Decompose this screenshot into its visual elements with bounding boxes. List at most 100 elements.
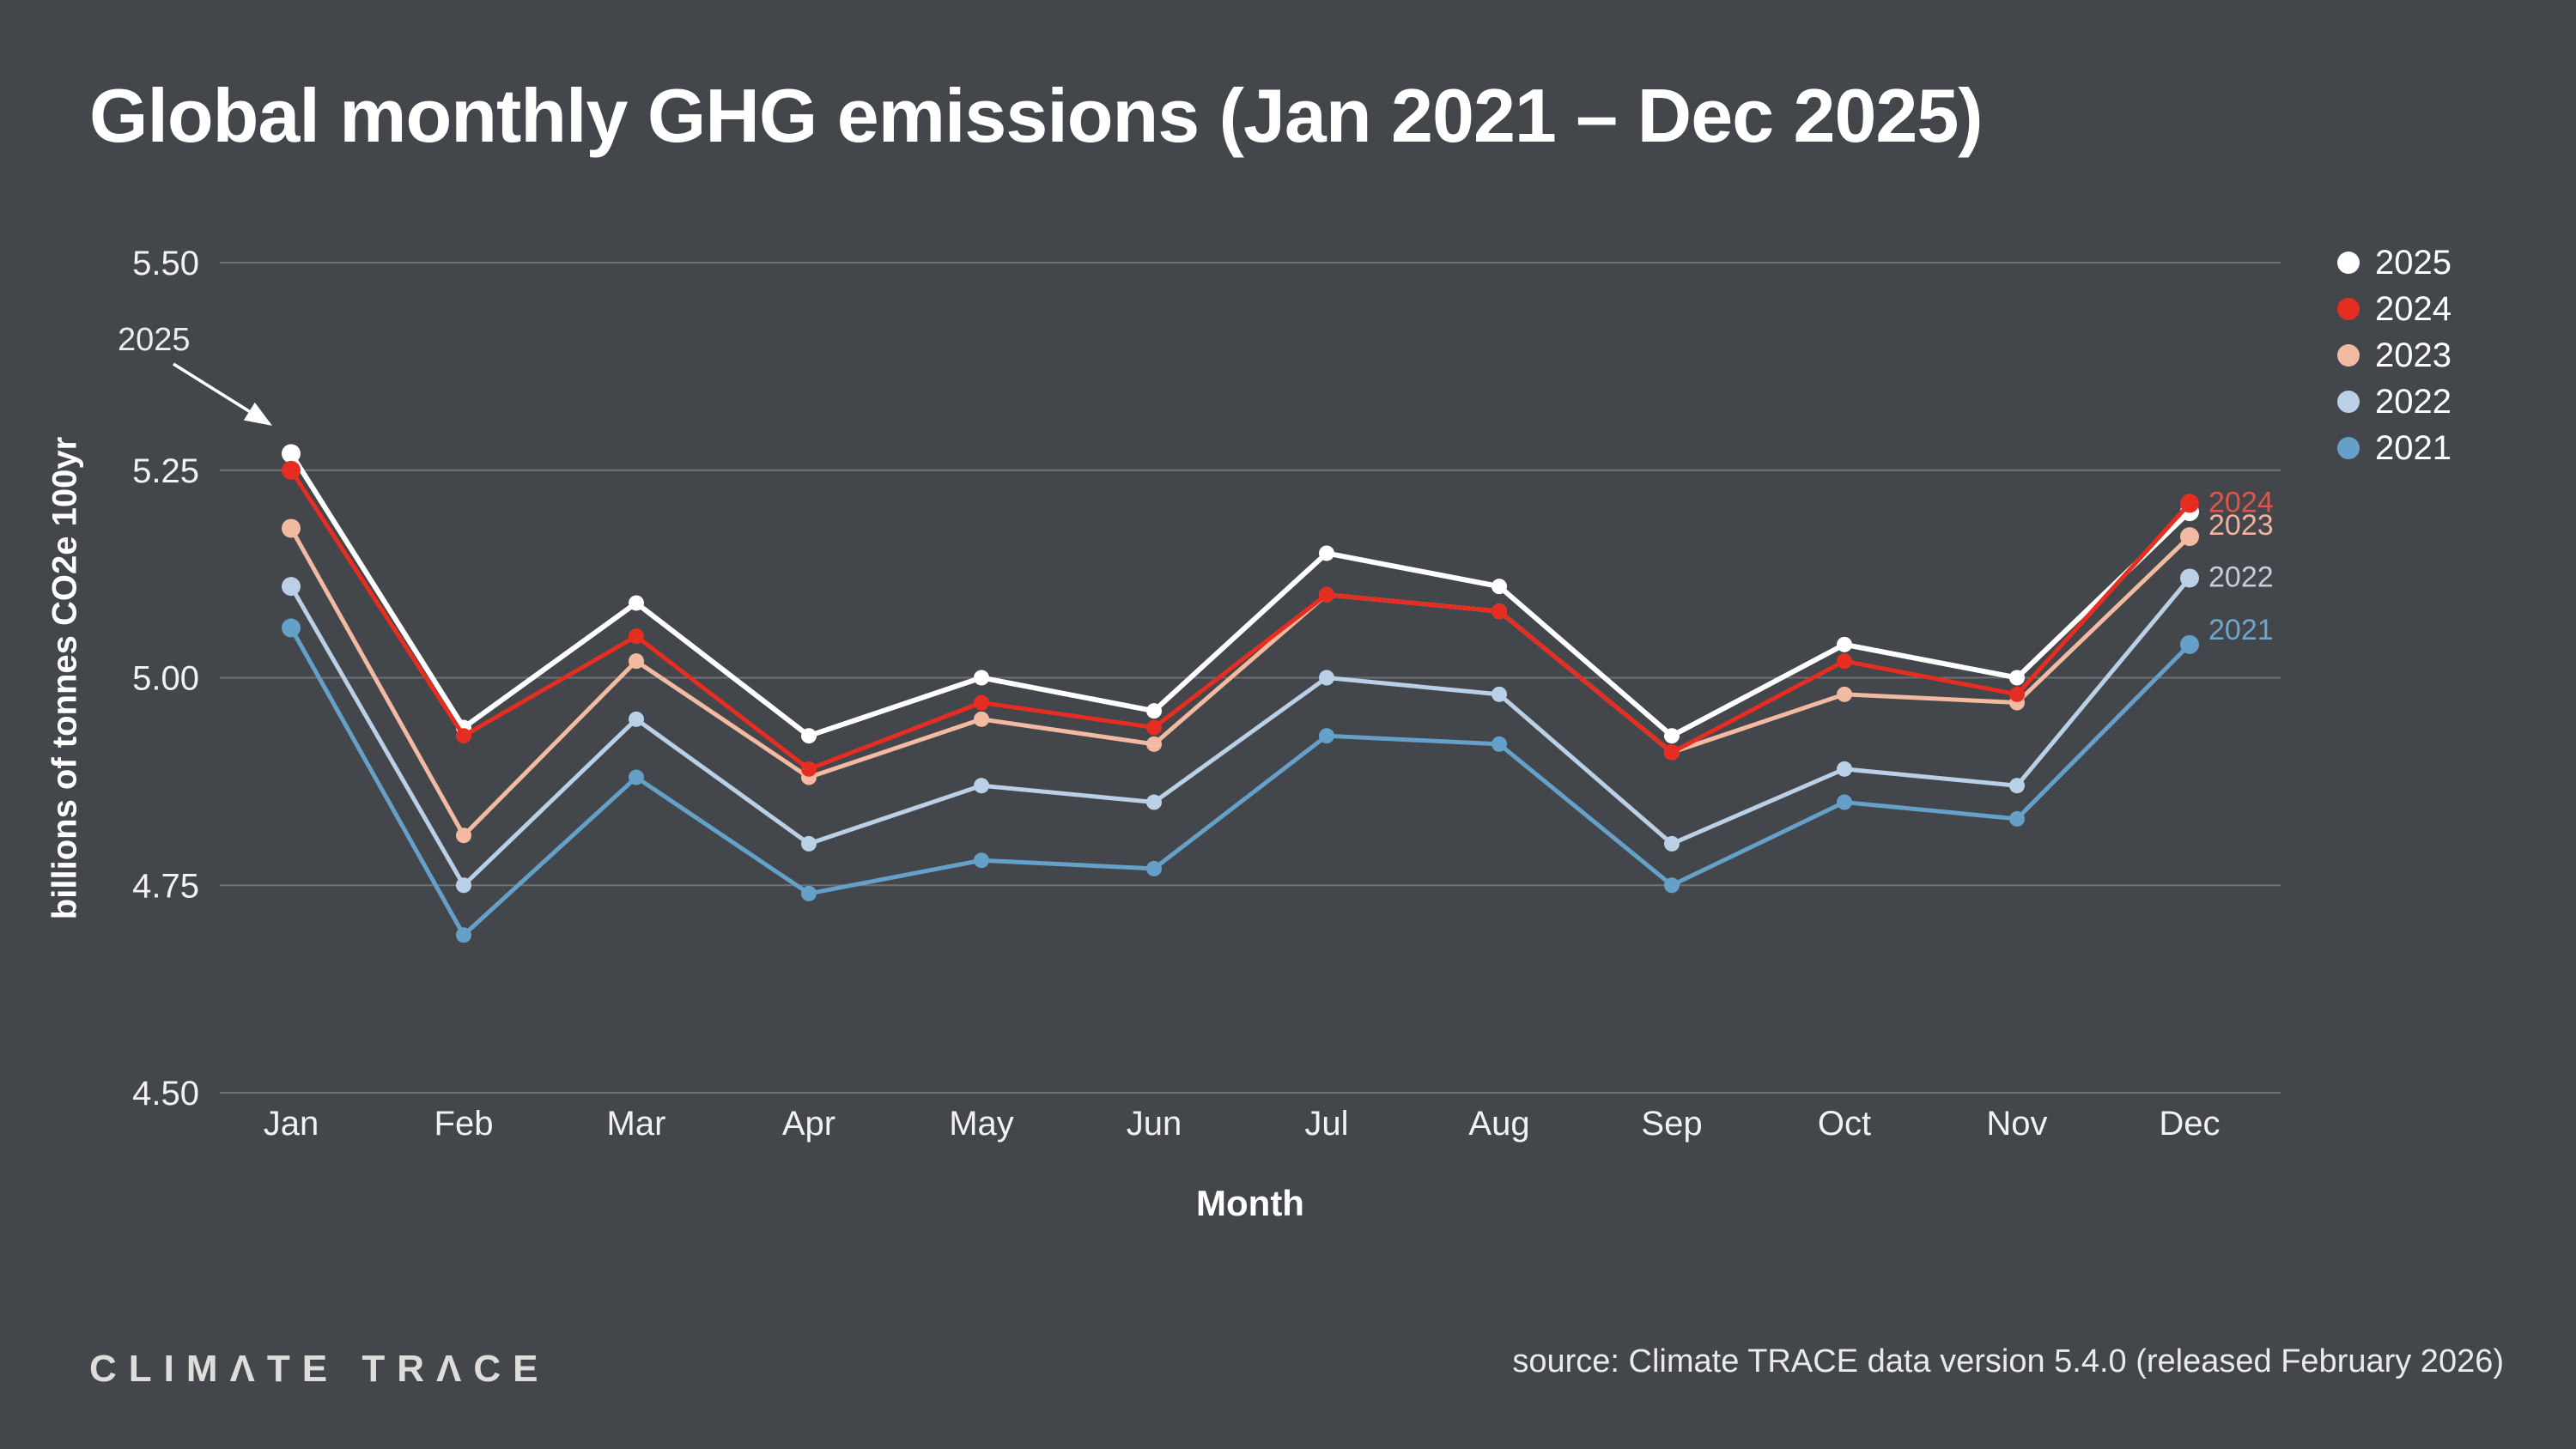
legend-swatch-2022 <box>2337 391 2360 413</box>
point-2021-Feb[interactable] <box>456 927 471 943</box>
point-2025-Oct[interactable] <box>1837 636 1852 652</box>
point-2025-Jun[interactable] <box>1146 703 1162 719</box>
point-2024-Sep[interactable] <box>1664 744 1680 761</box>
point-2024-Aug[interactable] <box>1492 603 1507 620</box>
point-2023-Oct[interactable] <box>1837 686 1852 702</box>
point-2024-Jul[interactable] <box>1319 586 1334 603</box>
point-2022-Jul[interactable] <box>1319 670 1334 686</box>
series-2024 <box>282 460 2199 777</box>
legend-label: 2022 <box>2375 382 2451 421</box>
point-2022-Dec[interactable] <box>2180 568 2199 588</box>
y-axis-title: billions of tonnes CO2e 100yr <box>46 436 84 920</box>
point-2023-Jun[interactable] <box>1146 736 1162 752</box>
point-2021-Oct[interactable] <box>1837 794 1852 810</box>
point-2021-May[interactable] <box>974 852 989 869</box>
point-2022-Oct[interactable] <box>1837 761 1852 777</box>
point-2021-Mar[interactable] <box>629 769 644 785</box>
point-2025-Mar[interactable] <box>629 595 644 611</box>
chart-title: Global monthly GHG emissions (Jan 2021 –… <box>89 73 1984 158</box>
point-2021-Apr[interactable] <box>801 885 817 901</box>
point-2021-Aug[interactable] <box>1492 736 1507 752</box>
point-2023-Dec[interactable] <box>2180 527 2199 547</box>
point-2024-Nov[interactable] <box>2009 686 2025 702</box>
climate-trace-logo: CLIMΛTE TRΛCE <box>89 1348 550 1390</box>
y-axis-tick-label: 5.00 <box>132 660 199 698</box>
series-2025 <box>282 444 2199 744</box>
point-2021-Sep[interactable] <box>1664 877 1680 894</box>
legend-swatch-2021 <box>2337 437 2360 459</box>
point-2022-Aug[interactable] <box>1492 686 1507 702</box>
point-2025-Sep[interactable] <box>1664 728 1680 744</box>
point-2023-Jan[interactable] <box>282 518 301 538</box>
x-axis-tick-label-Dec: Dec <box>2159 1105 2220 1143</box>
line-2021 <box>289 625 2192 937</box>
annotation-2025: 2025 <box>118 322 272 426</box>
x-axis-title: Month <box>1196 1183 1304 1223</box>
legend-label: 2023 <box>2375 336 2451 374</box>
series-2021 <box>282 618 2199 943</box>
point-2022-Nov[interactable] <box>2009 778 2025 794</box>
point-2023-Mar[interactable] <box>629 653 644 670</box>
line-end-label-2024: 2024 <box>2208 486 2274 518</box>
y-axis-tick-label: 5.50 <box>132 245 199 282</box>
y-axis-tick-label: 4.75 <box>132 867 199 905</box>
line-2024 <box>289 468 2192 772</box>
point-2021-Jul[interactable] <box>1319 728 1334 744</box>
legend-item-2023[interactable]: 2023 <box>2337 332 2451 379</box>
point-2021-Jan[interactable] <box>282 618 301 638</box>
point-2021-Jun[interactable] <box>1146 860 1162 876</box>
legend-label: 2024 <box>2375 289 2451 328</box>
point-2023-Feb[interactable] <box>456 828 471 844</box>
legend-swatch-2023 <box>2337 344 2360 367</box>
point-2024-Apr[interactable] <box>801 761 817 777</box>
legend-item-2024[interactable]: 2024 <box>2337 286 2451 332</box>
point-2025-Aug[interactable] <box>1492 579 1507 595</box>
y-axis-tick-label: 5.25 <box>132 452 199 490</box>
point-2022-Mar[interactable] <box>629 711 644 727</box>
series-2022 <box>282 568 2199 894</box>
annotation-arrow <box>173 362 272 426</box>
legend-label: 2021 <box>2375 428 2451 467</box>
point-2025-Nov[interactable] <box>2009 670 2025 686</box>
point-2024-May[interactable] <box>974 694 989 711</box>
point-2022-Feb[interactable] <box>456 877 471 894</box>
line-end-label-2022: 2022 <box>2208 561 2274 593</box>
point-2021-Nov[interactable] <box>2009 810 2025 827</box>
x-axis-tick-label-May: May <box>949 1105 1014 1143</box>
line-2022 <box>289 575 2192 888</box>
point-2024-Mar[interactable] <box>629 628 644 645</box>
legend-item-2021[interactable]: 2021 <box>2337 425 2451 471</box>
source-attribution: source: Climate TRACE data version 5.4.0… <box>1512 1343 2504 1379</box>
legend-item-2022[interactable]: 2022 <box>2337 379 2451 425</box>
x-axis-tick-label-Apr: Apr <box>782 1105 835 1143</box>
legend-item-2025[interactable]: 2025 <box>2337 239 2451 286</box>
line-2025 <box>289 451 2192 739</box>
point-2024-Oct[interactable] <box>1837 653 1852 670</box>
x-axis-tick-label-Mar: Mar <box>607 1105 666 1143</box>
x-axis-tick-label-Oct: Oct <box>1818 1105 1871 1143</box>
legend-swatch-2024 <box>2337 298 2360 320</box>
point-2024-Dec[interactable] <box>2180 494 2199 513</box>
point-2022-Sep[interactable] <box>1664 835 1680 852</box>
y-axis-tick-label: 4.50 <box>132 1075 199 1113</box>
series-2023 <box>282 518 2199 844</box>
line-2023 <box>289 525 2192 838</box>
point-2022-Jan[interactable] <box>282 577 301 597</box>
point-2024-Jun[interactable] <box>1146 719 1162 736</box>
point-2021-Dec[interactable] <box>2180 634 2199 654</box>
point-2022-Apr[interactable] <box>801 835 817 852</box>
point-2025-Jan[interactable] <box>282 444 301 464</box>
x-axis-tick-label-Jul: Jul <box>1304 1105 1348 1143</box>
point-2022-May[interactable] <box>974 778 989 794</box>
point-2024-Jan[interactable] <box>282 460 301 480</box>
legend-label: 2025 <box>2375 243 2451 282</box>
point-2022-Jun[interactable] <box>1146 794 1162 810</box>
annotation-2025-label: 2025 <box>118 322 191 358</box>
point-2025-Apr[interactable] <box>801 728 817 744</box>
point-2024-Feb[interactable] <box>456 728 471 744</box>
point-2025-Jul[interactable] <box>1319 545 1334 561</box>
point-2023-May[interactable] <box>974 711 989 727</box>
point-2025-May[interactable] <box>974 670 989 686</box>
